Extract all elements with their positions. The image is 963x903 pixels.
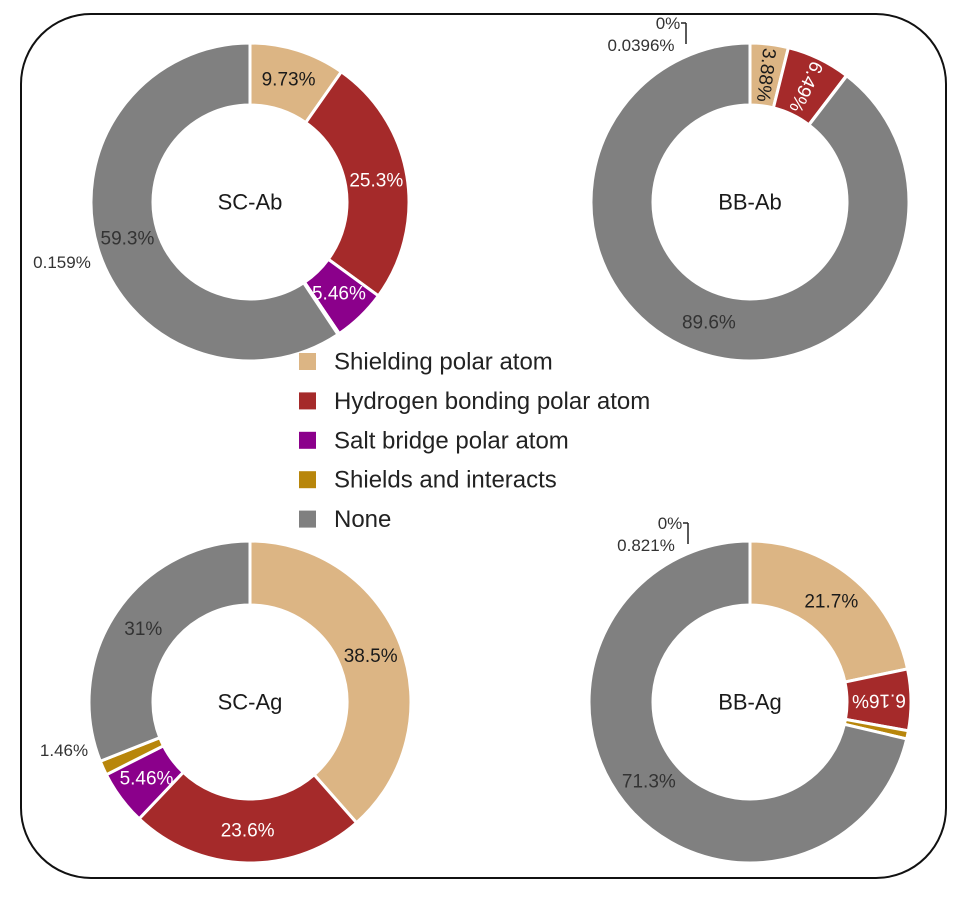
legend-label-shields-and-interacts: Shields and interacts [334,467,557,494]
sc-ab-label-shielding-polar-atom: 9.73% [262,69,316,90]
sc-ab-slice-none [89,41,341,363]
legend-swatch-none [299,510,316,528]
bb-ab-slice-none [589,41,911,363]
donut-sc-ag: 38.5% 23.6% 5.46% 1.46% 31% SC-Ag [40,539,413,865]
bb-ag-label-none: 71.3% [622,772,676,793]
sc-ag-title: SC-Ag [218,690,283,715]
legend-swatch-salt-bridge-polar-atom [299,431,316,449]
sc-ab-title: SC-Ab [218,190,283,215]
legend-label-hydrogen-bonding-polar-atom: Hydrogen bonding polar atom [334,388,650,415]
sc-ag-label-shielding-polar-atom: 38.5% [344,646,398,667]
sc-ag-slice-none [87,539,252,764]
bb-ab-title: BB-Ab [718,190,782,215]
legend-swatch-shielding-polar-atom [299,353,316,370]
bb-ab-label-shields-and-interacts: 0.0396% [607,36,674,55]
sc-ag-slice-hydrogen-bonding-polar-atom [137,770,359,865]
bb-ag-title: BB-Ag [718,690,782,715]
donut-bb-ag: 21.7% 6.16% 0% 0.821% 71.3% BB-Ag [587,514,913,865]
legend-label-salt-bridge-polar-atom: Salt bridge polar atom [334,427,569,454]
legend: Shielding polar atom Hydrogen bonding pol… [299,349,650,533]
legend-swatch-shields-and-interacts [299,471,316,489]
donut-sc-ab: 9.73% 25.3% 5.46% 0.159% 59.3% SC-Ab [33,41,411,363]
bb-ag-label-shielding-polar-atom: 21.7% [804,591,858,612]
legend-label-shielding-polar-atom: Shielding polar atom [334,349,553,376]
sc-ag-label-none: 31% [124,619,162,640]
sc-ab-slice-hydrogen-bonding-polar-atom [303,69,411,298]
bb-ag-slice-none [587,539,909,865]
donut-bb-ab: 3.88% 6.49%0%0.0396%89.6%BB-Ab [589,14,911,363]
sc-ag-label-shields-and-interacts: 1.46% [40,741,88,760]
legend-swatch-hydrogen-bonding-polar-atom [299,392,316,410]
sc-ab-label-shields-and-interacts: 0.159% [33,253,91,272]
sc-ab-label-none: 59.3% [101,228,155,249]
figure-border [20,13,947,879]
sc-ab-label-salt-bridge-polar-atom: 5.46% [312,284,366,305]
bb-ab-label-none: 89.6% [682,313,736,334]
sc-ag-slice-shielding-polar-atom [248,539,413,825]
sc-ag-label-salt-bridge-polar-atom: 5.46% [120,769,174,790]
bb-ab-label-salt-bridge-polar-atom: 0% [656,14,681,33]
legend-label-none: None [334,506,391,533]
bb-ag-label-hydrogen-bonding-polar-atom: 6.16% [852,689,906,711]
bb-ag-label-salt-bridge-polar-atom: 0% [658,514,683,533]
sc-ag-label-hydrogen-bonding-polar-atom: 23.6% [221,820,275,841]
sc-ab-label-hydrogen-bonding-polar-atom: 25.3% [349,171,403,192]
bb-ag-label-shields-and-interacts: 0.821% [617,536,675,555]
